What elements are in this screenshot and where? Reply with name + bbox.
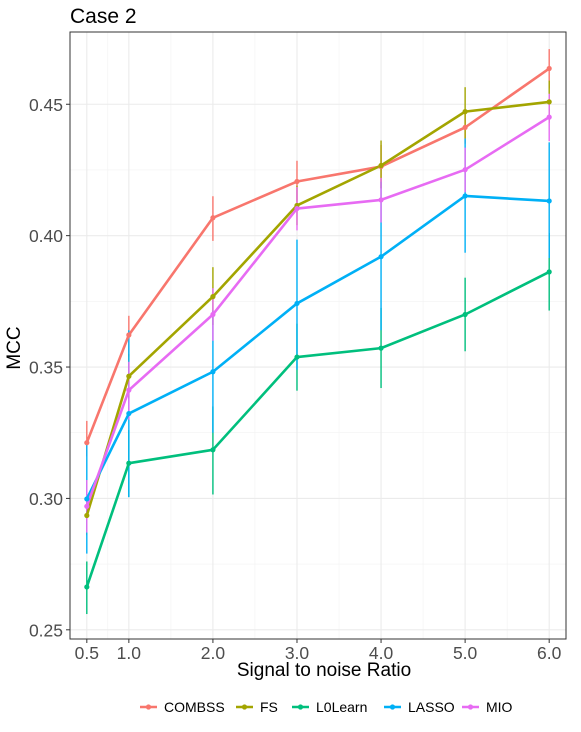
data-point-lasso xyxy=(294,300,300,307)
x-tick-label: 4.0 xyxy=(369,643,394,663)
y-tick-label: 0.35 xyxy=(29,358,63,378)
data-point-fs xyxy=(546,99,552,105)
data-point-mio xyxy=(462,167,468,173)
data-point-l0learn xyxy=(378,345,384,351)
chart-title: Case 2 xyxy=(70,5,137,28)
y-tick-label: 0.45 xyxy=(29,95,63,115)
data-point-l0learn xyxy=(210,447,216,453)
data-point-combss xyxy=(462,124,468,130)
legend-item-combss: COMBSS xyxy=(140,699,225,715)
legend-key-point xyxy=(241,704,248,710)
x-tick-label: 0.5 xyxy=(75,643,99,663)
data-point-combss xyxy=(84,440,90,446)
legend-key-point xyxy=(297,704,304,710)
x-tick-label: 2.0 xyxy=(201,643,226,663)
data-point-lasso xyxy=(462,193,468,199)
data-point-fs xyxy=(462,109,468,115)
data-point-mio xyxy=(126,387,132,393)
data-point-lasso xyxy=(378,254,384,260)
data-point-mio xyxy=(378,197,384,203)
x-tick-label: 5.0 xyxy=(453,643,478,663)
data-point-lasso xyxy=(210,369,216,375)
data-point-mio xyxy=(210,311,216,318)
data-point-l0learn xyxy=(462,311,468,318)
data-point-lasso xyxy=(126,410,132,417)
data-point-mio xyxy=(546,114,552,120)
legend-label: MIO xyxy=(486,699,513,715)
legend-key-point xyxy=(145,704,152,710)
data-point-combss xyxy=(126,332,132,338)
x-tick-label: 6.0 xyxy=(537,643,562,663)
legend-label: L0Learn xyxy=(316,699,367,715)
plot-panel-border xyxy=(69,31,567,640)
y-tick-label: 0.25 xyxy=(29,620,63,640)
legend: COMBSS FS L0Learn LASSO MIO xyxy=(140,699,513,715)
legend-item-fs: FS xyxy=(236,699,278,715)
legend-label: FS xyxy=(260,699,278,715)
axes: 0.25 0.30 0.35 0.40 0.45 0.5 1.0 2.0 3.0 4.0 5.0 6.… xyxy=(29,95,562,663)
data-point-fs xyxy=(378,162,384,169)
y-tick-label: 0.40 xyxy=(29,226,63,246)
data-point-combss xyxy=(546,65,552,72)
data-points xyxy=(84,65,552,590)
data-point-fs xyxy=(84,512,90,519)
x-tick-label: 3.0 xyxy=(285,643,310,663)
x-axis-title: Signal to noise Ratio xyxy=(237,660,411,681)
legend-item-l0learn: L0Learn xyxy=(292,699,367,715)
data-point-lasso xyxy=(546,198,552,204)
data-point-l0learn xyxy=(126,460,132,466)
data-point-l0learn xyxy=(294,354,300,360)
legend-item-lasso: LASSO xyxy=(384,699,455,715)
data-point-mio xyxy=(294,205,300,212)
x-tick-label: 1.0 xyxy=(117,643,142,663)
data-point-combss xyxy=(210,215,216,221)
data-point-l0learn xyxy=(546,269,552,275)
data-point-mio xyxy=(84,503,90,509)
data-point-lasso xyxy=(84,496,90,502)
legend-label: COMBSS xyxy=(164,699,225,715)
legend-label: LASSO xyxy=(408,699,455,715)
data-point-fs xyxy=(210,294,216,300)
data-point-fs xyxy=(126,373,132,379)
legend-key-point xyxy=(389,704,396,710)
y-axis-title: MCC xyxy=(4,326,25,369)
legend-item-mio: MIO xyxy=(462,699,513,715)
y-tick-label: 0.30 xyxy=(29,489,63,509)
data-point-l0learn xyxy=(84,584,90,590)
data-point-combss xyxy=(294,178,300,185)
legend-key-point xyxy=(467,704,474,710)
